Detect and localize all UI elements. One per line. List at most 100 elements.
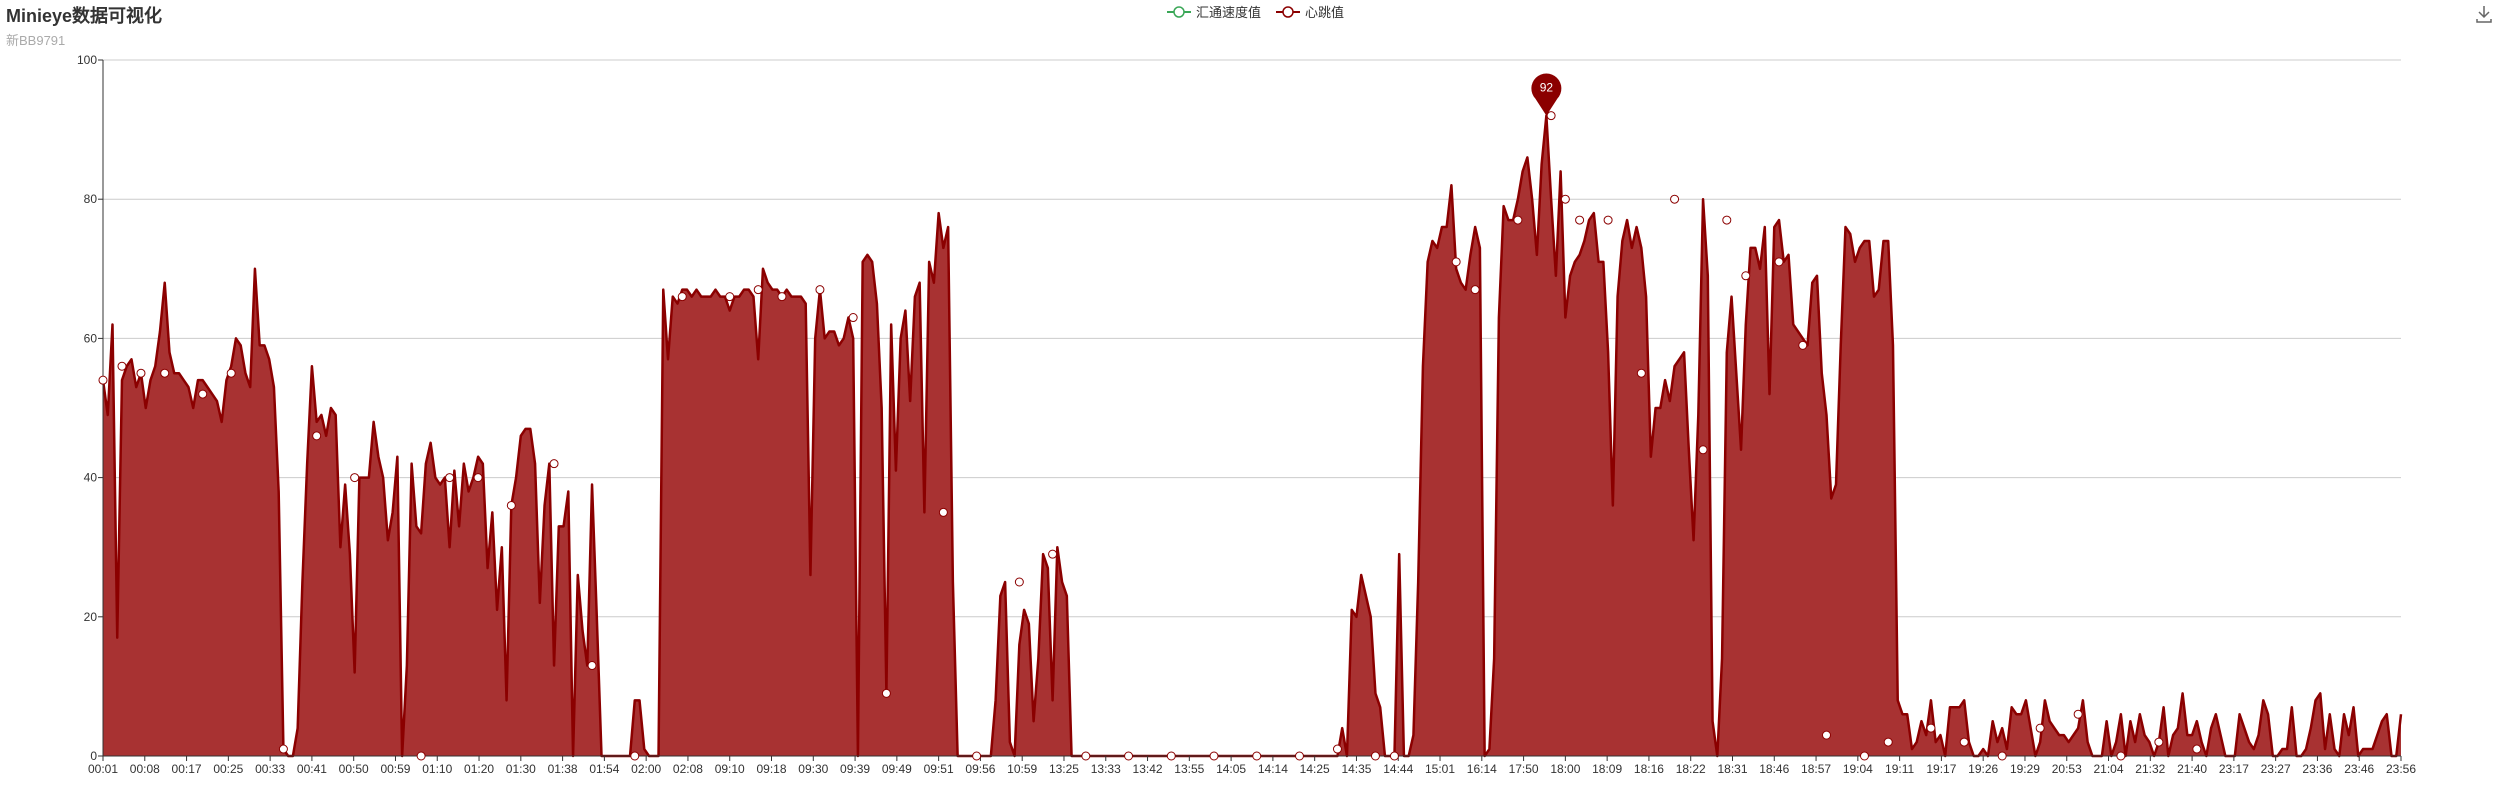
- x-tick-label: 21:32: [2135, 762, 2165, 776]
- data-point[interactable]: [1294, 751, 1304, 761]
- data-point[interactable]: [98, 375, 108, 385]
- x-tick-label: 10:59: [1007, 762, 1037, 776]
- data-point[interactable]: [226, 368, 236, 378]
- data-point[interactable]: [1209, 751, 1219, 761]
- x-tick-label: 18:00: [1550, 762, 1580, 776]
- x-tick-label: 15:01: [1425, 762, 1455, 776]
- data-point[interactable]: [1822, 730, 1831, 740]
- data-point[interactable]: [630, 751, 640, 761]
- data-point[interactable]: [1859, 751, 1869, 761]
- data-point[interactable]: [1081, 751, 1091, 761]
- data-point[interactable]: [136, 368, 146, 378]
- data-point[interactable]: [160, 368, 170, 378]
- data-point[interactable]: [1014, 577, 1024, 587]
- x-tick-label: 16:14: [1467, 762, 1497, 776]
- x-tick-label: 09:30: [798, 762, 828, 776]
- legend-label-heartbeat: 心跳值: [1305, 5, 1345, 20]
- x-tick-label: 19:29: [2010, 762, 2040, 776]
- data-point[interactable]: [549, 459, 559, 469]
- data-point[interactable]: [2035, 723, 2045, 733]
- x-tick-label: 13:33: [1091, 762, 1121, 776]
- x-tick-label: 09:39: [840, 762, 870, 776]
- max-value-label: 92: [1540, 81, 1554, 95]
- data-point[interactable]: [2192, 744, 2202, 754]
- data-point[interactable]: [1603, 215, 1613, 225]
- data-point[interactable]: [777, 292, 787, 302]
- x-tick-label: 01:38: [548, 762, 578, 776]
- legend-item-speed[interactable]: 汇通速度值: [1166, 2, 1261, 21]
- data-point[interactable]: [1451, 257, 1461, 267]
- x-tick-label: 14:44: [1383, 762, 1413, 776]
- data-point[interactable]: [881, 688, 891, 698]
- data-point[interactable]: [2116, 751, 2126, 761]
- x-tick-label: 13:42: [1133, 762, 1163, 776]
- data-point[interactable]: [725, 292, 735, 302]
- data-point[interactable]: [1546, 111, 1556, 121]
- max-value-pin[interactable]: [1531, 73, 1562, 116]
- heartbeat-legend-icon: [1276, 5, 1301, 18]
- data-point[interactable]: [1124, 751, 1134, 761]
- x-tick-label: 00:50: [339, 762, 369, 776]
- data-point[interactable]: [1252, 751, 1262, 761]
- data-point[interactable]: [1997, 751, 2007, 761]
- data-point[interactable]: [972, 751, 982, 761]
- data-point[interactable]: [445, 473, 455, 483]
- download-icon[interactable]: [2474, 4, 2494, 24]
- x-tick-label: 01:30: [506, 762, 536, 776]
- x-tick-label: 09:10: [715, 762, 745, 776]
- data-point[interactable]: [1048, 549, 1058, 559]
- data-point[interactable]: [1774, 257, 1784, 267]
- data-point[interactable]: [1741, 271, 1751, 281]
- data-point[interactable]: [1698, 445, 1708, 455]
- x-tick-label: 21:04: [2094, 762, 2124, 776]
- data-point[interactable]: [416, 751, 426, 761]
- data-point[interactable]: [1470, 285, 1480, 295]
- data-point[interactable]: [506, 500, 516, 510]
- x-tick-label: 09:56: [965, 762, 995, 776]
- data-point[interactable]: [1959, 737, 1969, 747]
- x-tick-label: 01:20: [464, 762, 494, 776]
- data-point[interactable]: [1722, 215, 1732, 225]
- data-point[interactable]: [350, 473, 360, 483]
- chart-subtitle: 新BB9791: [6, 33, 66, 48]
- data-point[interactable]: [1560, 194, 1570, 204]
- data-point[interactable]: [1883, 737, 1893, 747]
- y-tick-label: 20: [84, 610, 98, 624]
- x-tick-label: 14:05: [1216, 762, 1246, 776]
- data-point[interactable]: [1670, 194, 1680, 204]
- data-point[interactable]: [198, 389, 208, 399]
- data-point[interactable]: [848, 313, 858, 323]
- data-point[interactable]: [312, 431, 322, 441]
- x-tick-label: 00:41: [297, 762, 327, 776]
- data-point[interactable]: [1389, 751, 1399, 761]
- data-point[interactable]: [753, 285, 763, 295]
- legend: 汇通速度值 心跳值: [1166, 2, 1344, 21]
- data-point[interactable]: [117, 361, 127, 371]
- data-point[interactable]: [2073, 709, 2083, 719]
- data-point[interactable]: [1513, 215, 1523, 225]
- data-point[interactable]: [1332, 744, 1342, 754]
- data-point[interactable]: [1636, 368, 1646, 378]
- data-point[interactable]: [1798, 340, 1808, 350]
- legend-item-heartbeat[interactable]: 心跳值: [1275, 2, 1344, 21]
- x-tick-label: 02:00: [631, 762, 661, 776]
- data-point[interactable]: [1166, 751, 1176, 761]
- data-point[interactable]: [677, 292, 687, 302]
- data-point[interactable]: [473, 473, 483, 483]
- data-point[interactable]: [1575, 215, 1585, 225]
- x-tick-label: 17:50: [1509, 762, 1539, 776]
- x-tick-label: 00:59: [380, 762, 410, 776]
- data-point[interactable]: [278, 744, 288, 754]
- x-tick-label: 18:57: [1801, 762, 1831, 776]
- x-tick-label: 00:25: [213, 762, 243, 776]
- data-point[interactable]: [1926, 723, 1936, 733]
- x-tick-label: 00:33: [255, 762, 285, 776]
- x-tick-label: 02:08: [673, 762, 703, 776]
- data-point[interactable]: [1370, 751, 1380, 761]
- data-point[interactable]: [2154, 737, 2164, 747]
- data-point[interactable]: [587, 661, 597, 671]
- legend-label-speed: 汇通速度值: [1196, 5, 1262, 20]
- data-point[interactable]: [815, 285, 825, 295]
- data-point[interactable]: [938, 507, 948, 517]
